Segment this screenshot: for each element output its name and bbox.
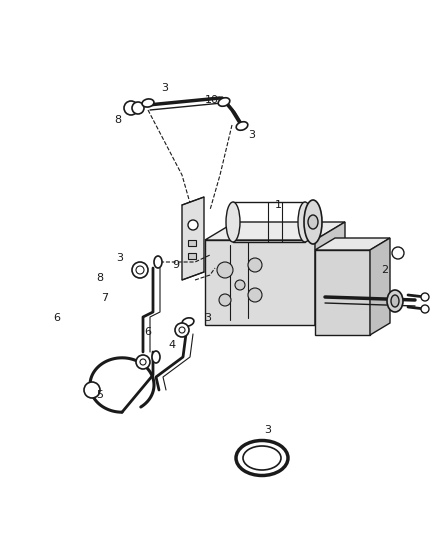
Text: 6: 6	[53, 313, 60, 323]
Text: 9: 9	[173, 260, 180, 270]
Circle shape	[248, 258, 262, 272]
Ellipse shape	[308, 215, 318, 229]
Polygon shape	[315, 250, 370, 335]
Circle shape	[235, 280, 245, 290]
Polygon shape	[182, 197, 204, 280]
Ellipse shape	[391, 295, 399, 307]
Text: 6: 6	[145, 327, 152, 337]
Text: 3: 3	[162, 83, 169, 93]
Polygon shape	[315, 222, 345, 325]
Ellipse shape	[182, 318, 194, 326]
Circle shape	[392, 247, 404, 259]
Ellipse shape	[142, 99, 154, 107]
Polygon shape	[205, 240, 315, 325]
Circle shape	[136, 266, 144, 274]
Text: 4: 4	[169, 340, 176, 350]
Ellipse shape	[304, 200, 322, 244]
Text: 10: 10	[205, 95, 219, 105]
Polygon shape	[315, 238, 390, 250]
Circle shape	[421, 305, 429, 313]
Circle shape	[248, 288, 262, 302]
Ellipse shape	[236, 122, 248, 130]
Circle shape	[421, 293, 429, 301]
Ellipse shape	[226, 202, 240, 242]
Circle shape	[132, 102, 144, 114]
Bar	[188, 240, 196, 246]
Ellipse shape	[218, 98, 230, 106]
Bar	[188, 253, 196, 259]
Text: 1: 1	[275, 200, 282, 210]
Circle shape	[217, 262, 233, 278]
Circle shape	[219, 294, 231, 306]
Ellipse shape	[387, 290, 403, 312]
Polygon shape	[370, 238, 390, 335]
Text: 2: 2	[381, 265, 389, 275]
Text: 7: 7	[102, 293, 109, 303]
Text: 3: 3	[265, 425, 272, 435]
Text: 5: 5	[96, 390, 103, 400]
Circle shape	[132, 262, 148, 278]
Circle shape	[136, 355, 150, 369]
Circle shape	[188, 220, 198, 230]
Circle shape	[84, 382, 100, 398]
Circle shape	[124, 101, 138, 115]
Ellipse shape	[243, 446, 281, 470]
Ellipse shape	[236, 440, 288, 475]
Circle shape	[179, 327, 185, 333]
Text: 3: 3	[117, 253, 124, 263]
Text: 3: 3	[248, 130, 255, 140]
Ellipse shape	[298, 202, 312, 242]
Circle shape	[175, 323, 189, 337]
Circle shape	[140, 359, 146, 365]
Text: 3: 3	[205, 313, 212, 323]
Ellipse shape	[152, 351, 160, 363]
Text: 8: 8	[114, 115, 122, 125]
Text: 8: 8	[96, 273, 103, 283]
Polygon shape	[205, 222, 345, 240]
Ellipse shape	[154, 256, 162, 268]
